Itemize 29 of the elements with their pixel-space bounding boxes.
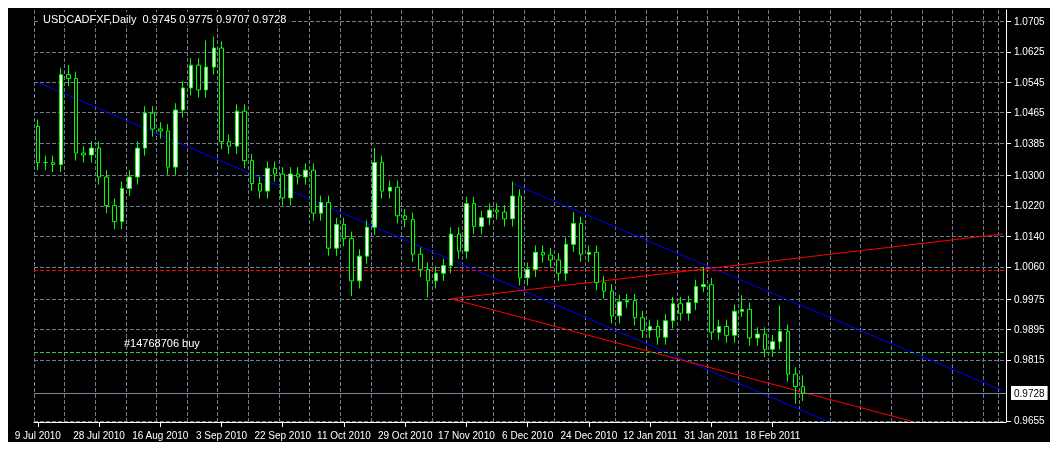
chart-title: USDCADFXF,Daily 0.9745 0.9775 0.9707 0.9728	[43, 12, 287, 25]
y-tick-label: 1.0140	[1014, 230, 1046, 242]
y-tick-label: 1.0625	[1014, 46, 1046, 58]
x-tick-label: 17 Nov 2010	[438, 429, 496, 441]
x-tick-label: 29 Oct 2010	[377, 429, 433, 441]
y-tick-label: 1.0545	[1014, 76, 1046, 88]
ref-line-label: #14768706 buy	[124, 336, 201, 349]
y-tick-label: 0.9895	[1014, 324, 1046, 336]
y-tick-label: 0.9655	[1014, 415, 1046, 427]
x-tick-label: 16 Aug 2010	[132, 429, 189, 441]
ref-line-label: 0.9728	[1014, 387, 1046, 399]
x-tick-label: 28 Jul 2010	[73, 429, 126, 441]
x-tick-label: 31 Jan 2011	[684, 429, 739, 441]
x-tick-label: 22 Sep 2010	[254, 429, 312, 441]
x-tick-label: 12 Jan 2011	[622, 429, 678, 441]
x-tick-label: 3 Sep 2010	[195, 429, 248, 441]
x-tick-label: 18 Feb 2011	[744, 429, 801, 441]
x-tick-label: 6 Dec 2010	[502, 429, 554, 441]
y-tick-label: 1.0060	[1014, 261, 1046, 273]
y-tick-label: 1.0465	[1014, 107, 1046, 119]
x-tick-label: 11 Oct 2010	[317, 429, 372, 441]
y-tick-label: 1.0220	[1014, 200, 1046, 212]
x-tick-label: 24 Dec 2010	[560, 429, 618, 441]
y-tick-label: 1.0300	[1014, 169, 1046, 181]
y-tick-label: 1.0705	[1014, 15, 1046, 27]
x-tick-label: 9 Jul 2010	[14, 429, 62, 441]
y-tick-label: 0.9815	[1014, 354, 1046, 366]
y-tick-label: 1.0385	[1014, 137, 1046, 149]
y-tick-label: 0.9975	[1014, 293, 1046, 305]
